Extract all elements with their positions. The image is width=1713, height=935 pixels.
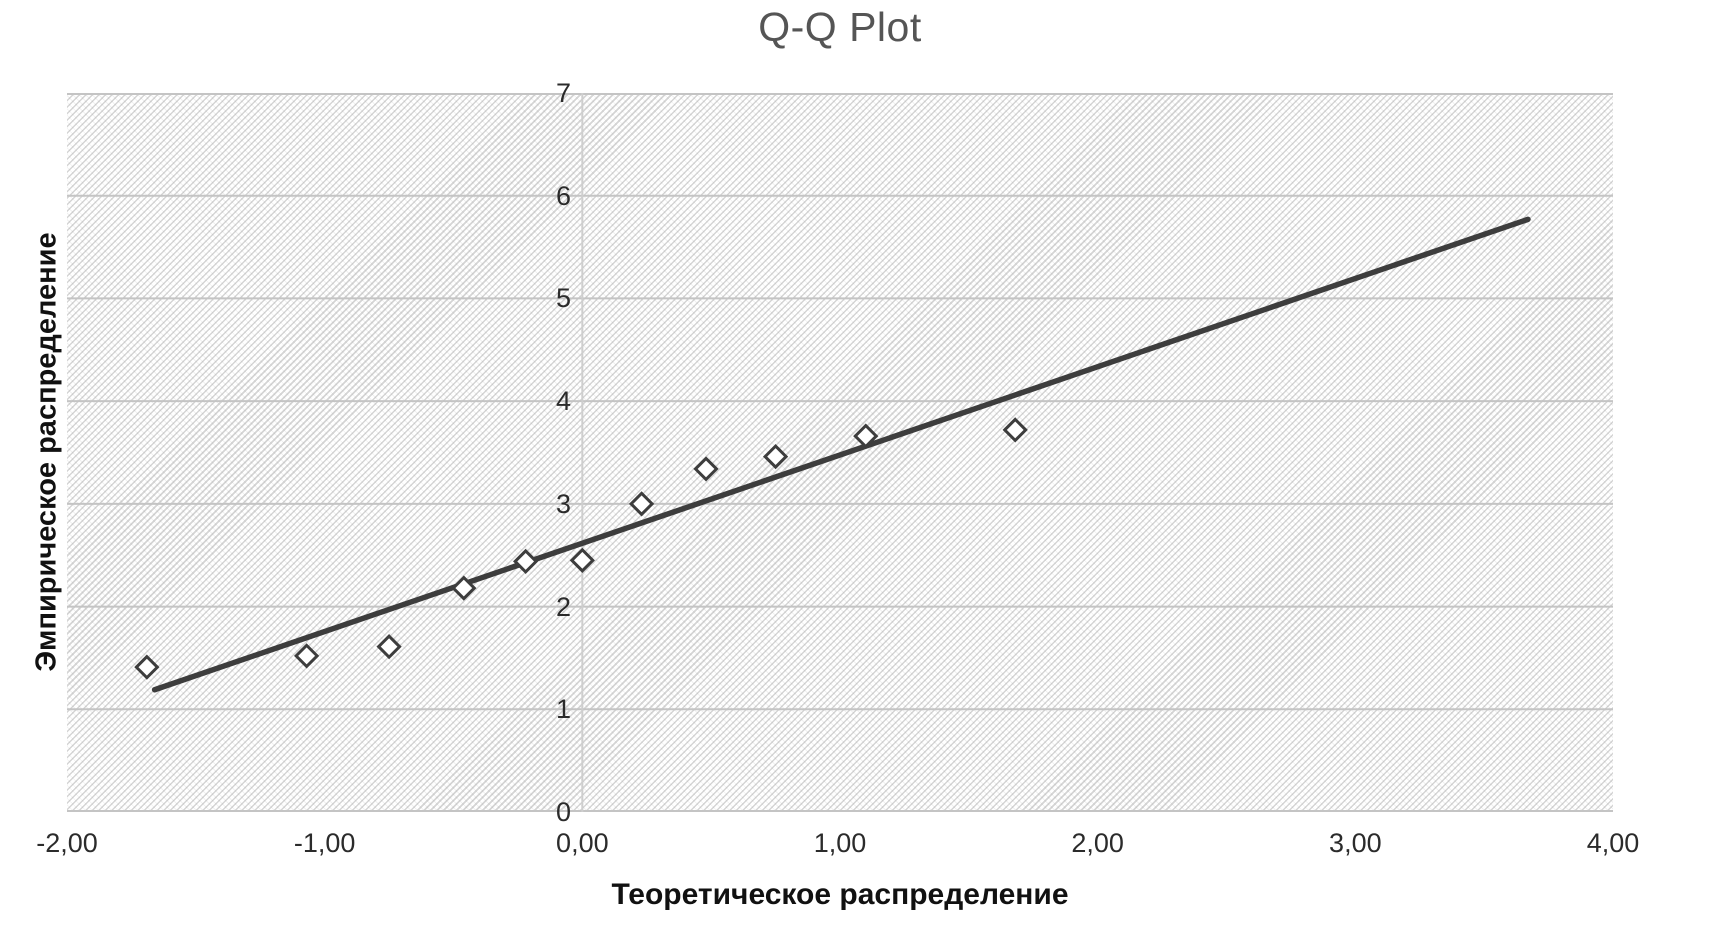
data-point-marker (513, 548, 539, 574)
data-point-marker (376, 634, 402, 660)
y-tick-label: 7 (555, 78, 571, 108)
x-axis-tick-labels: -2,00 -1,00 0,00 1,00 2,00 3,00 4,00 (36, 828, 1639, 868)
x-tick-label: 0,00 (556, 828, 609, 858)
data-point-marker (693, 456, 719, 482)
plot-canvas (67, 93, 1613, 812)
y-tick-label: 5 (555, 283, 571, 314)
data-point-marker (569, 547, 595, 573)
data-point-marker (294, 643, 320, 669)
x-axis-title: Теоретическое распределение (611, 878, 1069, 911)
x-tick-label: 1,00 (813, 828, 867, 858)
x-tick-label: -1,00 (293, 828, 356, 858)
y-tick-label: 3 (555, 488, 571, 519)
plot-area: 0 1 2 3 4 5 6 7 (67, 78, 1613, 827)
y-axis-title: Эмпирическое распределение (30, 232, 63, 672)
y-tick-label: 4 (555, 386, 571, 417)
x-tick-label: 4,00 (1586, 828, 1640, 858)
chart-title: Q-Q Plot (758, 4, 922, 50)
data-point-marker (451, 575, 477, 601)
data-point-marker (853, 423, 879, 449)
data-point-marker (762, 443, 789, 470)
x-tick-label: 3,00 (1329, 828, 1382, 858)
data-point-marker (628, 491, 655, 517)
x-tick-label: -2,00 (36, 828, 98, 858)
y-tick-label: 2 (555, 591, 571, 622)
data-point-marker (1002, 417, 1028, 443)
data-point-marker (134, 654, 160, 680)
y-tick-label: 6 (555, 180, 571, 211)
y-tick-label: 0 (555, 797, 571, 827)
x-tick-label: 2,00 (1071, 828, 1124, 858)
reference-line (151, 216, 1531, 693)
y-tick-label: 1 (555, 694, 571, 725)
